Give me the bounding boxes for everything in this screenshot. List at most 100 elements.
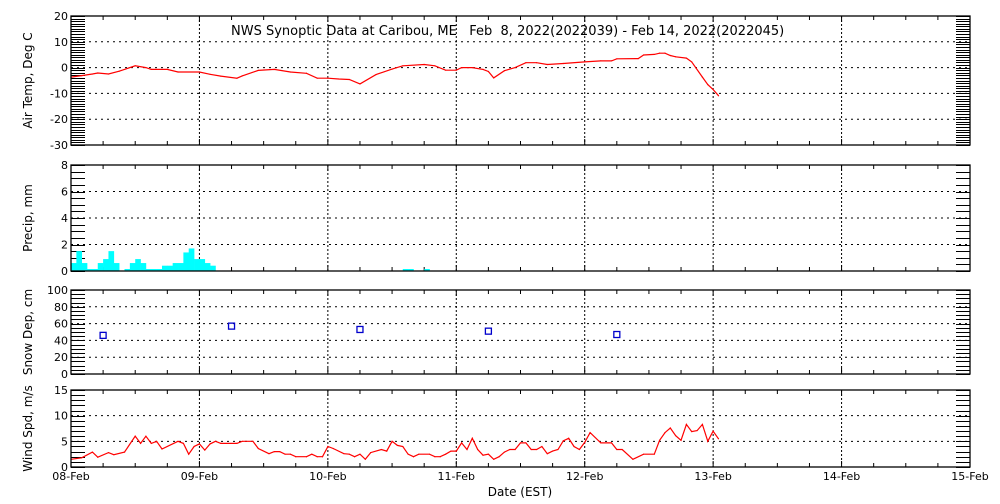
x-tick-label: 11-Feb <box>438 470 475 483</box>
data-point <box>642 453 645 455</box>
precip-bar <box>210 265 216 271</box>
data-point <box>198 71 201 73</box>
data-point <box>97 456 99 458</box>
panel-frame <box>70 389 971 468</box>
data-point <box>562 62 564 65</box>
data-point <box>487 70 489 73</box>
precip-bar <box>81 263 88 271</box>
y-tick-label: 5 <box>61 435 68 448</box>
data-point <box>273 68 275 71</box>
data-point <box>461 442 463 444</box>
data-point <box>675 56 677 58</box>
data-point <box>204 449 206 451</box>
data-point <box>193 445 195 448</box>
data-point <box>562 440 564 442</box>
data-point <box>600 442 602 444</box>
data-point <box>434 65 436 67</box>
data-point <box>241 75 243 77</box>
x-tick-label: 09-Feb <box>181 470 218 483</box>
data-point <box>557 448 559 451</box>
data-point <box>573 445 575 448</box>
data-point <box>616 448 618 451</box>
data-point <box>707 84 709 86</box>
x-tick-label: 08-Feb <box>52 470 89 483</box>
data-point <box>375 73 377 76</box>
data-point <box>482 454 484 456</box>
data-point <box>386 450 388 452</box>
data-point <box>81 457 83 459</box>
data-point <box>166 68 168 71</box>
data-point <box>664 432 666 434</box>
data-point <box>535 62 538 64</box>
data-point <box>91 73 94 75</box>
data-point <box>525 62 527 64</box>
data-point <box>610 442 613 444</box>
precip-bar <box>156 269 163 271</box>
data-point <box>327 445 329 448</box>
data-point <box>717 95 720 97</box>
data-point <box>423 63 425 66</box>
y-tick-label: -20 <box>50 113 68 126</box>
y-tick-label: 10 <box>54 410 68 423</box>
precip-bar <box>124 269 131 271</box>
data-point <box>284 453 286 455</box>
data-point <box>525 442 527 444</box>
data-point <box>145 67 147 69</box>
precip-bar <box>71 263 77 271</box>
data-point <box>659 439 661 441</box>
precip-bar <box>204 263 211 271</box>
precip-bar <box>194 259 200 271</box>
y-tick-label: 15 <box>54 384 68 397</box>
y-tick-label: 20 <box>54 10 68 23</box>
panel-1: 20 10 0 -10 -20 -30 Air Temp, Deg C <box>21 10 971 152</box>
data-point <box>493 77 495 79</box>
y-tick-label: 6 <box>61 186 68 199</box>
y-axis-label: Snow Dep, cm <box>21 289 35 375</box>
data-point <box>145 435 147 437</box>
data-point <box>391 68 393 70</box>
data-point <box>268 453 270 455</box>
data-point <box>316 77 318 79</box>
data-point <box>321 456 324 458</box>
data-point <box>139 442 142 444</box>
data-point <box>637 57 639 60</box>
precip-bar <box>135 259 141 271</box>
data-point <box>685 423 687 425</box>
data-point <box>214 440 217 442</box>
data-point <box>471 67 473 69</box>
data-point <box>257 447 259 450</box>
precip-bar <box>113 263 120 271</box>
data-point <box>701 423 704 425</box>
chart-title: NWS Synoptic Data at Caribou, ME Feb 8, … <box>231 24 784 39</box>
y-tick-label: 80 <box>54 301 68 314</box>
precip-bar <box>402 269 409 271</box>
y-tick-label: -30 <box>50 139 68 152</box>
snow-depth-marker <box>484 327 493 335</box>
data-point <box>402 445 404 448</box>
data-point <box>354 456 356 458</box>
data-point <box>461 67 463 69</box>
data-point <box>156 440 158 442</box>
data-point <box>150 68 152 71</box>
data-point <box>177 440 179 442</box>
data-point <box>220 442 222 444</box>
data-point <box>107 73 110 75</box>
data-point <box>541 445 543 448</box>
data-point <box>81 74 83 77</box>
data-point <box>182 442 184 444</box>
data-point <box>305 72 308 74</box>
y-tick-label: 0 <box>61 265 68 278</box>
precip-bar <box>108 251 115 271</box>
data-point <box>273 451 275 453</box>
y-tick-label: 100 <box>47 284 68 297</box>
data-point <box>712 430 714 432</box>
y-tick-label: 0 <box>61 461 68 474</box>
data-point <box>97 72 99 74</box>
precip-bar <box>408 269 414 271</box>
data-point <box>493 458 495 460</box>
precip-bar <box>87 269 93 271</box>
data-point <box>305 456 308 458</box>
data-point <box>477 448 479 451</box>
data-point <box>289 71 291 73</box>
data-point <box>332 447 334 450</box>
